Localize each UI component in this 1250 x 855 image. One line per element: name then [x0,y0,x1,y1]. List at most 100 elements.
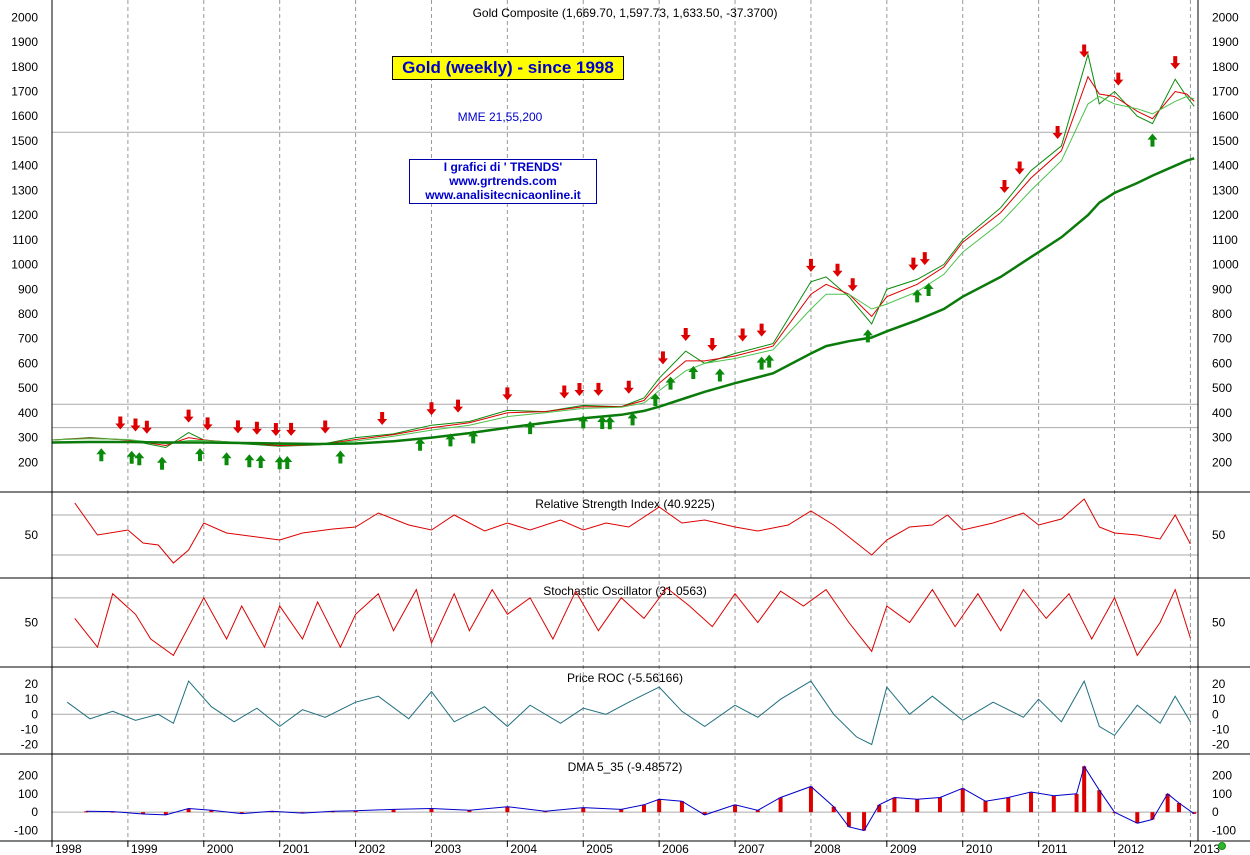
dma-bar [831,806,836,813]
series-line-0-3 [51,157,1195,446]
y-tick-right-1800: 1800 [1212,60,1239,74]
y-tick-right-200: 200 [1212,455,1232,469]
y-tick-left--10: -10 [21,722,39,736]
sell-signal-arrow-icon [657,351,668,365]
credits-line-1: I grafici di ' TRENDS' [443,160,563,174]
dma-bar [960,788,965,813]
y-tick-right-1200: 1200 [1212,208,1239,222]
x-tick-2000: 2000 [207,842,234,855]
dma-bar [1165,793,1170,813]
dma-bar [1150,812,1155,820]
sell-signal-arrow-icon [832,263,843,277]
y-tick-right-1700: 1700 [1212,85,1239,99]
dma-bar [808,786,813,813]
dma-bar [110,811,115,813]
sell-signal-arrow-icon [1052,125,1063,139]
moving-averages-label: MME 21,55,200 [457,110,543,124]
y-tick-left-1900: 1900 [11,35,38,49]
sell-signal-arrow-icon [453,399,464,413]
y-tick-left-1100: 1100 [12,233,38,247]
x-tick-1999: 1999 [131,842,158,855]
y-tick-left-0: 0 [31,805,38,819]
y-tick-left-200: 200 [18,455,38,469]
x-tick-2008: 2008 [814,842,841,855]
x-tick-1998: 1998 [55,842,82,855]
x-tick-2007: 2007 [738,842,765,855]
sell-signal-arrow-icon [805,258,816,272]
y-tick-right-600: 600 [1212,356,1232,370]
sell-signal-arrow-icon [377,411,388,425]
x-tick-2006: 2006 [662,842,689,855]
sell-signal-arrow-icon [286,422,297,436]
buy-signal-arrow-icon [415,437,426,451]
panel-title-4: DMA 5_35 (-9.48572) [568,760,683,774]
x-tick-2002: 2002 [359,842,386,855]
buy-signal-arrow-icon [134,452,145,466]
sell-signal-arrow-icon [141,420,152,434]
chart-banner: Gold (weekly) - since 1998 [392,56,624,80]
buy-signal-arrow-icon [194,448,205,462]
dma-bar [733,804,738,813]
sell-signal-arrow-icon [593,382,604,396]
y-tick-right-300: 300 [1212,431,1232,445]
y-tick-left-900: 900 [18,282,38,296]
buy-signal-arrow-icon [126,450,137,464]
y-tick-right--20: -20 [1212,737,1230,751]
dma-bar [983,801,988,813]
buy-signal-arrow-icon [282,455,293,469]
buy-signal-arrow-icon [756,356,767,370]
y-tick-left-1000: 1000 [11,258,38,272]
y-tick-right-20: 20 [1212,677,1226,691]
dma-bar [877,804,882,813]
sell-signal-arrow-icon [756,323,767,337]
sell-signal-arrow-icon [847,278,858,292]
sell-signal-arrow-icon [202,417,213,431]
y-tick-left-2000: 2000 [11,10,38,24]
sell-signal-arrow-icon [183,409,194,423]
panel-4: -100 -100 0 0 100 100 200 200 DMA 5_35 (-9.48572… [0,760,1250,842]
dma-bar [846,812,851,827]
sell-signal-arrow-icon [426,402,437,416]
panel-title-3: Price ROC (-5.56166) [567,671,683,685]
series-line-0-2 [51,95,1195,446]
y-tick-left--100: -100 [14,824,38,838]
y-tick-left--20: -20 [21,737,39,751]
dma-bar [1097,790,1102,813]
dma-bar [1006,797,1011,813]
y-tick-right-1900: 1900 [1212,35,1239,49]
y-tick-right-50: 50 [1212,616,1226,630]
dma-bar [84,811,89,813]
dma-bar [467,810,472,813]
buy-signal-arrow-icon [255,454,266,468]
y-tick-left-700: 700 [18,332,38,346]
dma-bar [892,797,897,813]
y-tick-left-100: 100 [18,787,38,801]
sell-signal-arrow-icon [232,420,243,434]
y-tick-left-300: 300 [18,431,38,445]
y-tick-left-400: 400 [18,406,38,420]
panel-title-2: Stochastic Oscillator (31.0563) [543,584,706,598]
panel-0: 200 200 300 300 400 400 500 500 600 600 700 700 800 8… [0,6,1250,493]
dma-bar [505,806,510,813]
sell-signal-arrow-icon [680,328,691,342]
y-tick-right-100: 100 [1212,787,1232,801]
sell-signal-arrow-icon [559,385,570,399]
credits-box: I grafici di ' TRENDS' www.grtrends.com … [409,159,597,204]
sell-signal-arrow-icon [623,380,634,394]
y-tick-left-0: 0 [31,707,38,721]
buy-signal-arrow-icon [445,433,456,447]
y-tick-right-900: 900 [1212,282,1232,296]
x-tick-2005: 2005 [586,842,613,855]
buy-signal-arrow-icon [578,415,589,429]
dma-bar [141,812,146,814]
x-tick-2001: 2001 [283,842,310,855]
dma-bar [239,812,244,814]
y-tick-left-50: 50 [25,528,39,542]
y-tick-left-1600: 1600 [11,109,38,123]
y-tick-right--100: -100 [1212,824,1236,838]
sell-signal-arrow-icon [502,387,513,401]
y-tick-left-200: 200 [18,769,38,783]
buy-signal-arrow-icon [525,421,536,435]
